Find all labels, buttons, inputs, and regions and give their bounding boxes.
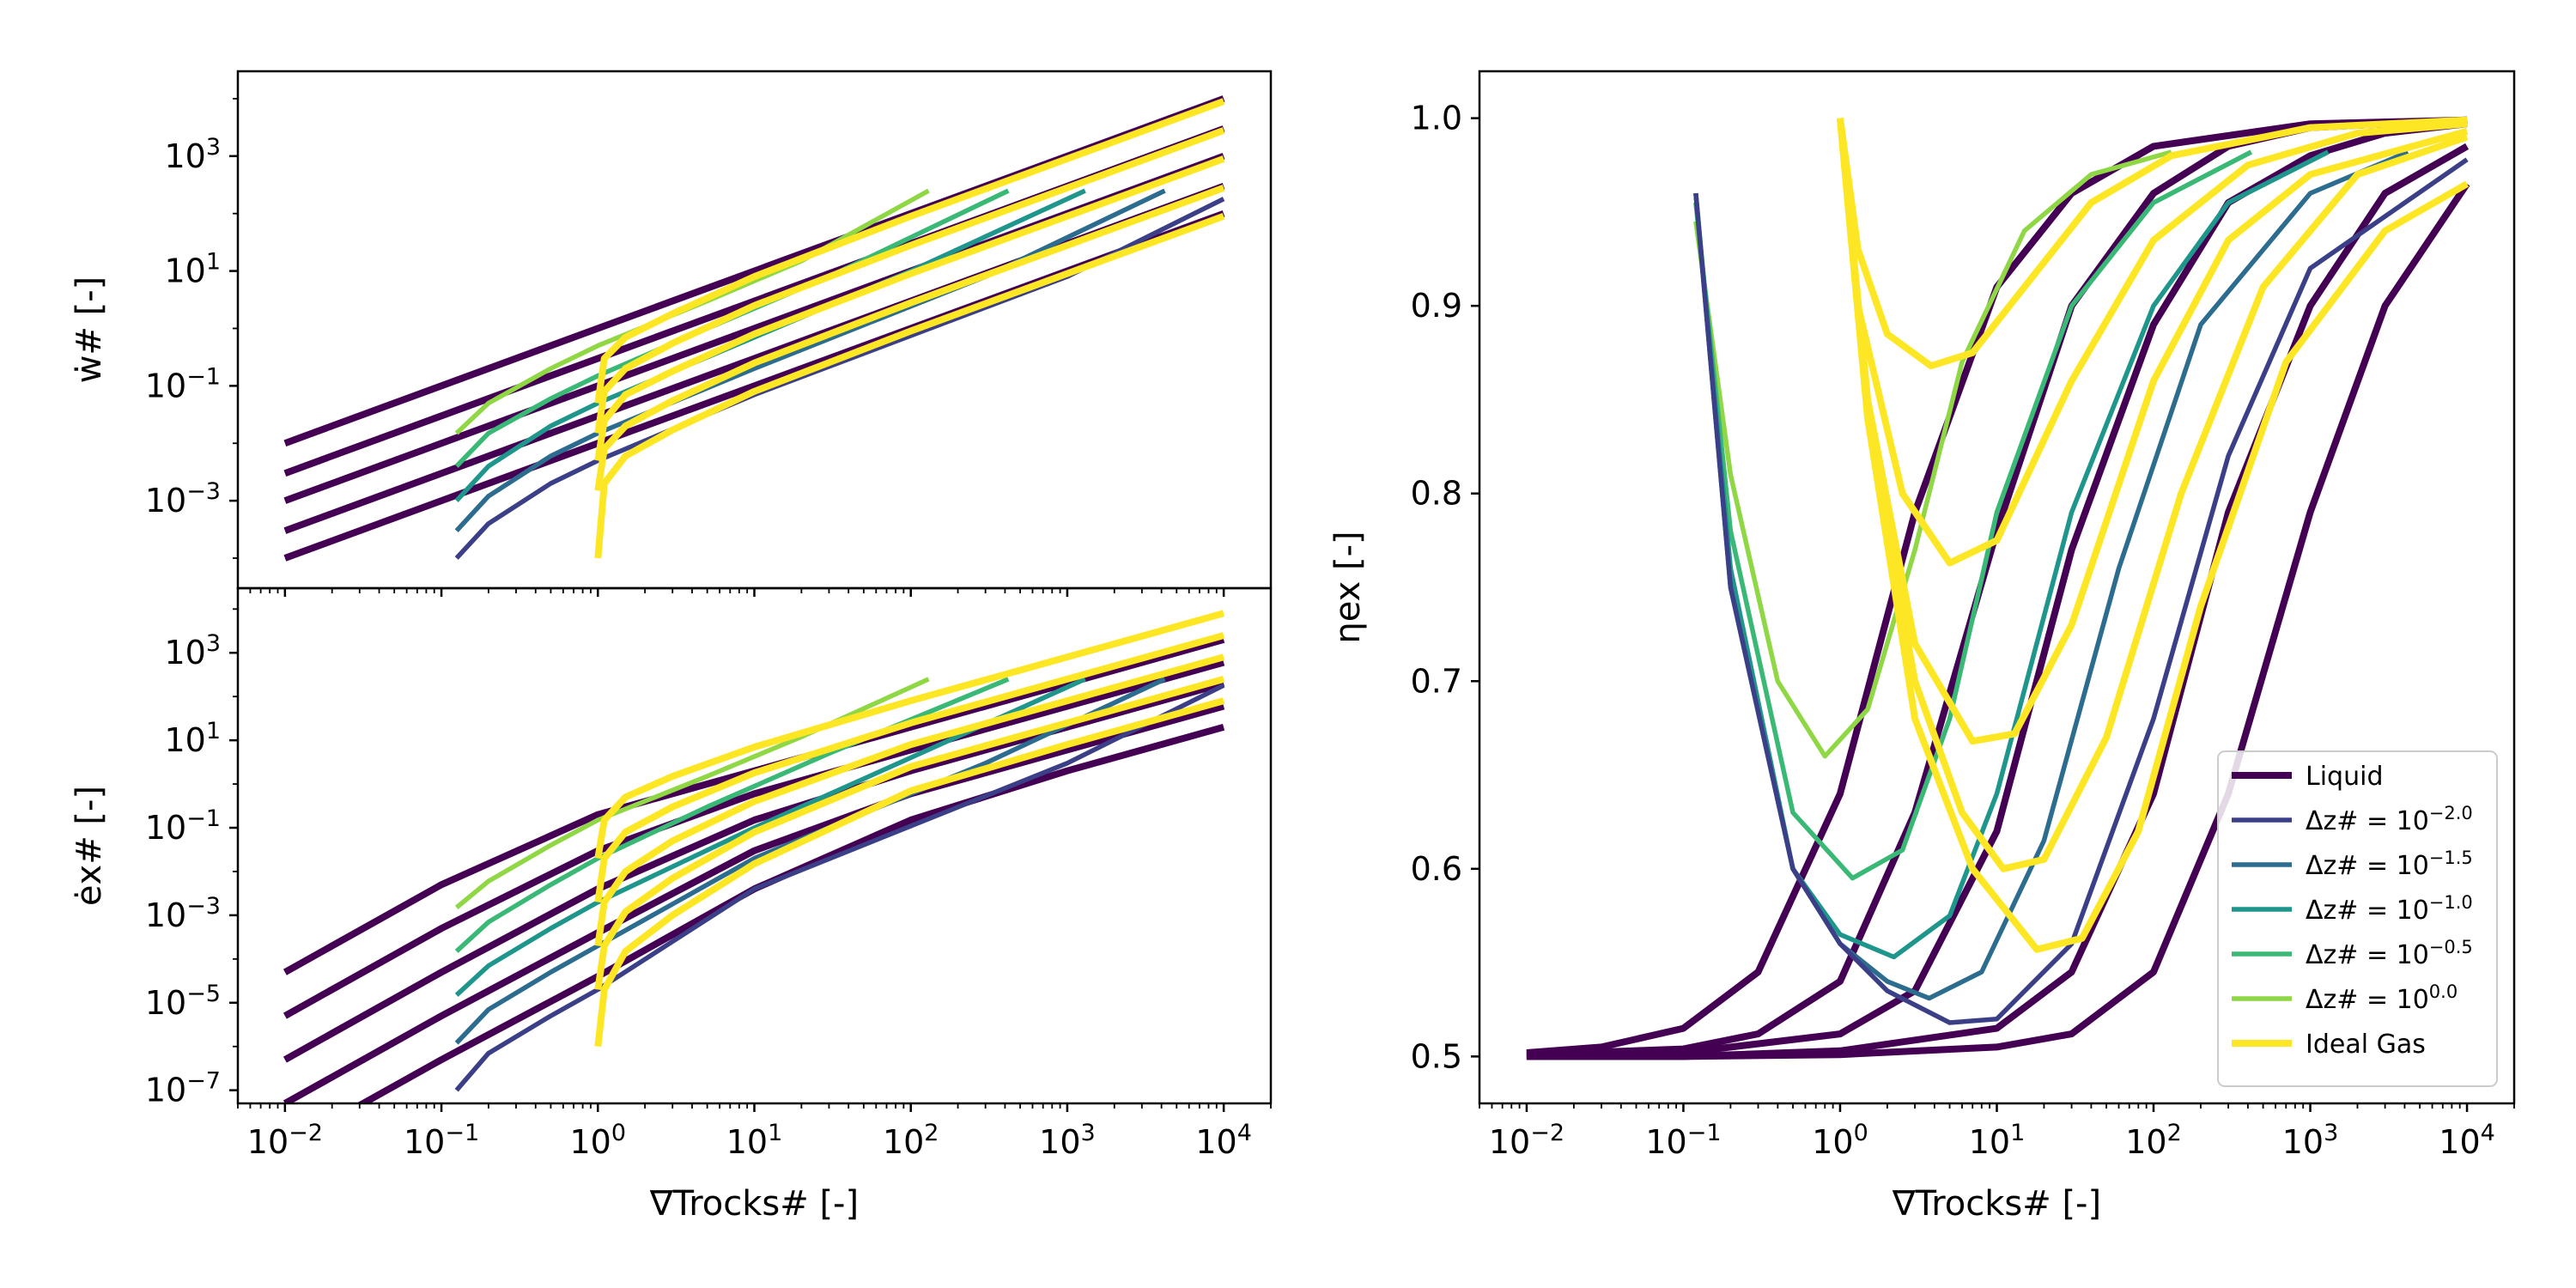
series-line-ideal_gas-14 xyxy=(594,213,1225,559)
legend-label-dz_-1.5: Δz# = 10−1.5 xyxy=(2306,848,2473,881)
y-tick-label: 10−1 xyxy=(145,805,221,848)
series-line-dz_-2.0-9 xyxy=(1693,157,2469,1025)
y-axis-label: ẇ# [-] xyxy=(70,276,109,384)
series-line-ideal_gas-10 xyxy=(1837,116,2468,370)
series-line-dz_-0.5-6 xyxy=(1693,149,2253,881)
x-tick-label: 103 xyxy=(2282,1120,2339,1162)
series-group xyxy=(283,95,1225,562)
x-axis-label: ∇Trocks# [-] xyxy=(649,1184,859,1224)
y-tick-label: 0.9 xyxy=(1411,287,1462,325)
series-line-liquid-0 xyxy=(283,636,1225,975)
y-tick-label: 101 xyxy=(164,248,221,290)
x-tick-label: 10−1 xyxy=(1645,1120,1721,1162)
x-tick-label: 100 xyxy=(1812,1120,1868,1162)
y-tick-label: 0.7 xyxy=(1411,662,1462,700)
y-tick-label: 0.6 xyxy=(1411,850,1462,888)
x-axis-label: ∇Trocks# [-] xyxy=(1892,1184,2101,1224)
series-line-ideal_gas-11 xyxy=(594,632,1225,903)
legend-label-liquid: Liquid xyxy=(2306,762,2383,792)
series-line-ideal_gas-14 xyxy=(1837,118,2470,953)
series-line-ideal_gas-12 xyxy=(1837,118,2469,745)
legend-label-dz_-0.5: Δz# = 10−0.5 xyxy=(2306,937,2473,970)
x-tick-label: 10−2 xyxy=(247,1120,323,1162)
y-tick-label: 1.0 xyxy=(1411,100,1462,137)
legend-label-dz_0.0: Δz# = 100.0 xyxy=(2306,981,2458,1015)
panel-right: 0.5 0.6 0.7 0.8 0.9 1.0 10−2 10−1 100 101 102 103 10… xyxy=(1328,70,2516,1224)
y-tick-label: 0.8 xyxy=(1411,475,1462,513)
x-tick-label: 102 xyxy=(883,1120,939,1162)
series-line-ideal_gas-11 xyxy=(1837,118,2468,567)
x-tick-label: 100 xyxy=(570,1120,627,1162)
x-tick-label: 103 xyxy=(1039,1120,1096,1162)
y-axis-label: ηex [-] xyxy=(1328,531,1368,643)
x-tick-label: 101 xyxy=(726,1120,783,1162)
y-axis-label: ėx# [-] xyxy=(70,786,109,906)
y-tick-label: 0.5 xyxy=(1411,1037,1462,1075)
x-tick-label: 104 xyxy=(1195,1120,1252,1162)
panel-bottom-left: 10−7 10−5 10−3 10−1 101 103 10−2 10−1 100 101 102 1… xyxy=(70,586,1273,1224)
y-tick-label: 103 xyxy=(164,133,221,175)
series-line-liquid-1 xyxy=(283,659,1225,1019)
series-line-ideal_gas-13 xyxy=(594,676,1225,990)
y-tick-label: 10−7 xyxy=(145,1067,221,1109)
legend-label-ideal_gas: Ideal Gas xyxy=(2306,1030,2426,1060)
panel-top-left: 10−3 10−1 101 103 ẇ# [-] xyxy=(70,70,1273,597)
y-tick-label: 10−5 xyxy=(145,980,221,1022)
legend-label-dz_-1.0: Δz# = 10−1.0 xyxy=(2306,892,2473,926)
y-tick-label: 103 xyxy=(164,630,221,672)
y-tick-label: 10−3 xyxy=(145,478,221,520)
legend: Liquid Δz# = 10−2.0 Δz# = 10−1.5 Δz# = 10−1… xyxy=(2217,750,2498,1087)
series-line-liquid-4 xyxy=(1526,181,2470,1060)
series-line-ideal_gas-10 xyxy=(594,610,1225,860)
series-line-ideal_gas-13 xyxy=(1837,118,2469,872)
x-tick-label: 10−2 xyxy=(1489,1120,1564,1162)
series-line-ideal_gas-13 xyxy=(594,185,1225,492)
series-line-ideal_gas-12 xyxy=(594,155,1225,462)
y-tick-label: 10−1 xyxy=(145,363,221,405)
x-tick-label: 104 xyxy=(2439,1120,2495,1162)
x-tick-label: 101 xyxy=(1969,1120,2026,1162)
series-line-liquid-3 xyxy=(283,702,1225,1103)
series-group xyxy=(283,610,1225,1103)
series-line-dz_0.0-5 xyxy=(454,188,930,435)
y-tick-label: 101 xyxy=(164,718,221,760)
series-line-ideal_gas-10 xyxy=(594,98,1225,404)
legend-label-dz_-2.0: Δz# = 10−2.0 xyxy=(2306,803,2473,836)
legend-box xyxy=(2217,750,2498,1087)
series-line-ideal_gas-14 xyxy=(594,697,1225,1048)
x-tick-label: 102 xyxy=(2125,1120,2182,1162)
series-line-liquid-2 xyxy=(1526,120,2468,1060)
y-tick-label: 10−3 xyxy=(145,892,221,934)
series-group xyxy=(1526,116,2470,1060)
series-line-ideal_gas-11 xyxy=(594,127,1225,434)
x-tick-label: 10−1 xyxy=(404,1120,479,1162)
series-line-dz_0.0-5 xyxy=(1693,149,2172,759)
series-line-dz_0.0-5 xyxy=(454,677,930,910)
series-line-ideal_gas-12 xyxy=(594,653,1225,947)
